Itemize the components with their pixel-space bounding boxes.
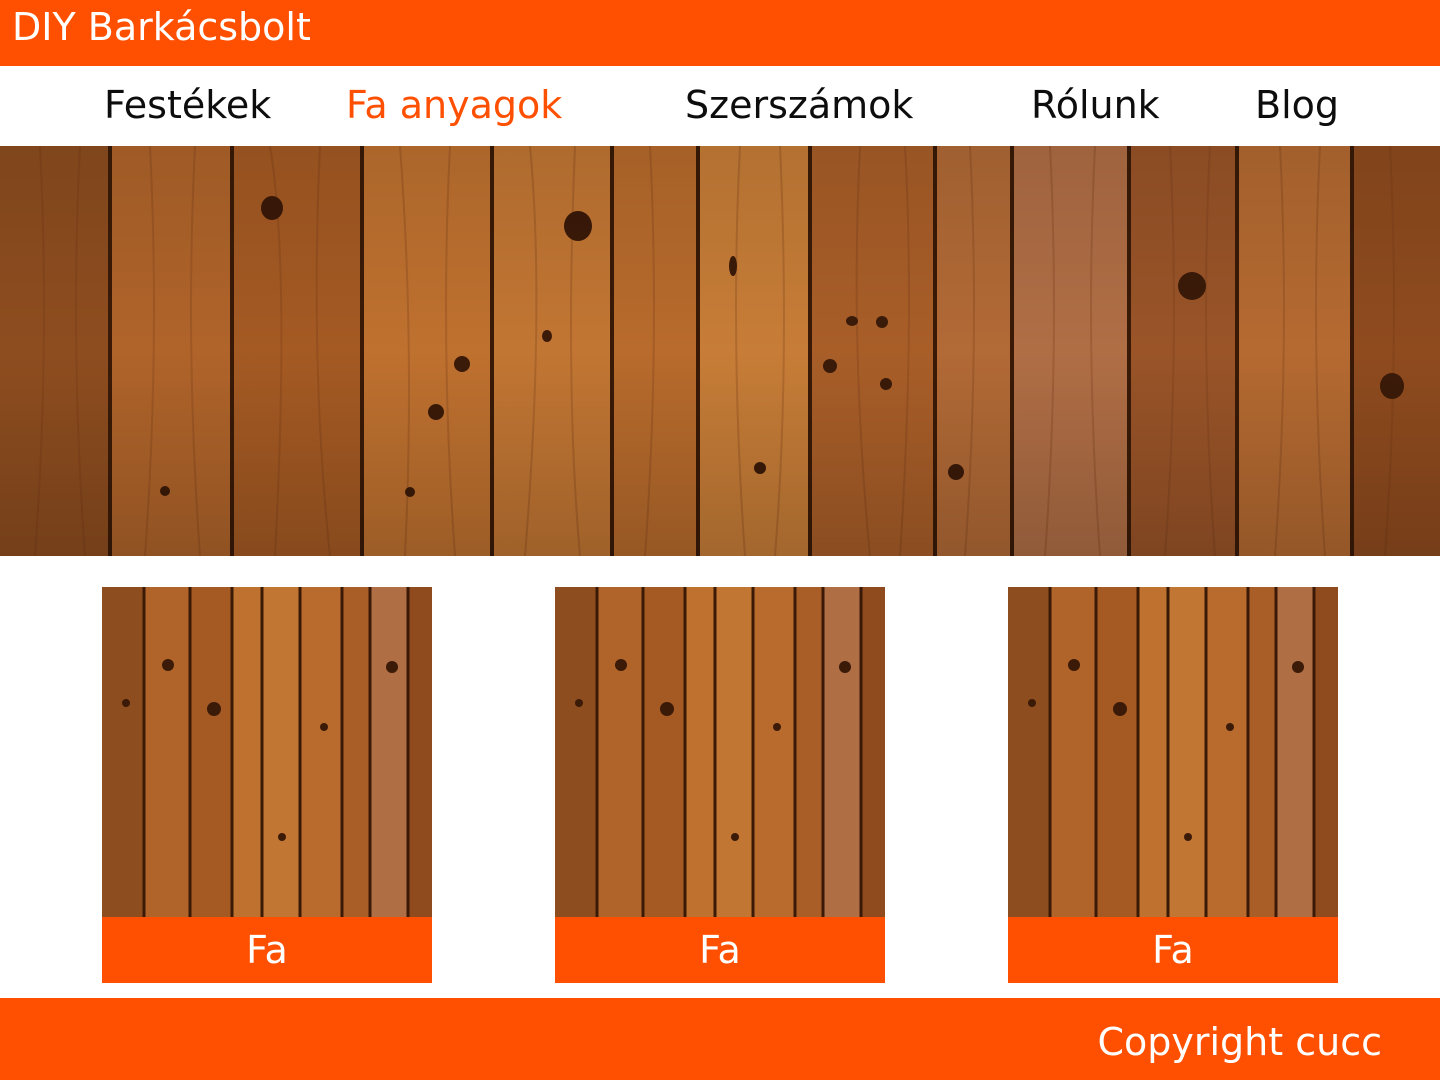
- footer: Copyright cucc: [0, 998, 1440, 1080]
- wood-planks-graphic: [1008, 587, 1338, 917]
- nav-item-fa-anyagok[interactable]: Fa anyagok: [346, 83, 563, 127]
- wood-planks-graphic: [0, 146, 1440, 556]
- nav-item-rolunk[interactable]: Rólunk: [1031, 83, 1160, 127]
- product-card[interactable]: Fa: [555, 587, 885, 983]
- nav-item-szerszamok[interactable]: Szerszámok: [685, 83, 914, 127]
- copyright-text: Copyright cucc: [1097, 1020, 1382, 1064]
- product-image[interactable]: [555, 587, 885, 917]
- wood-planks-graphic: [555, 587, 885, 917]
- nav-item-festekek[interactable]: Festékek: [104, 83, 272, 127]
- top-bar: DIY Barkácsbolt: [0, 0, 1440, 66]
- main-nav: Festékek Fa anyagok Szerszámok Rólunk Bl…: [0, 66, 1440, 146]
- wood-planks-graphic: [102, 587, 432, 917]
- product-card[interactable]: Fa: [102, 587, 432, 983]
- product-card[interactable]: Fa: [1008, 587, 1338, 983]
- product-label[interactable]: Fa: [1008, 917, 1338, 983]
- product-image[interactable]: [1008, 587, 1338, 917]
- product-label[interactable]: Fa: [555, 917, 885, 983]
- hero-wood-image: [0, 146, 1440, 556]
- product-label[interactable]: Fa: [102, 917, 432, 983]
- nav-item-blog[interactable]: Blog: [1255, 83, 1339, 127]
- site-logo-text[interactable]: DIY Barkácsbolt: [12, 5, 311, 49]
- product-image[interactable]: [102, 587, 432, 917]
